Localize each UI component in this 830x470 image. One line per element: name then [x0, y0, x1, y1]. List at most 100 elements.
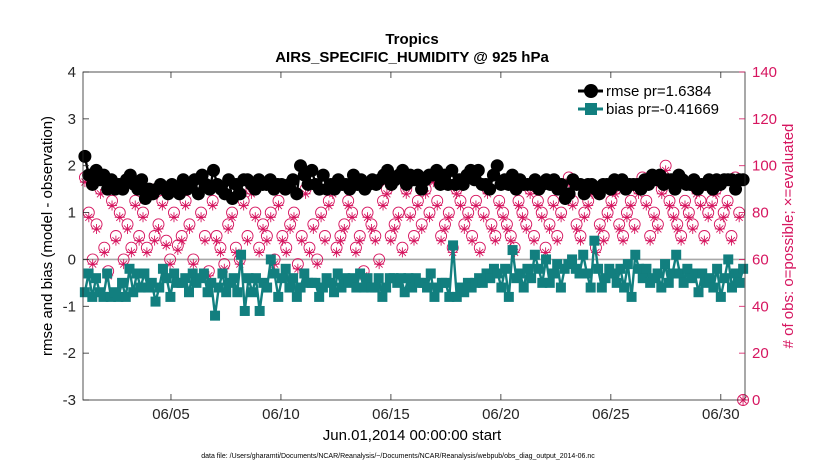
bias-point: [317, 282, 328, 293]
bias-point: [236, 249, 247, 260]
evaluated-obs-point: [316, 212, 327, 223]
bias-point: [243, 273, 254, 284]
evaluated-obs-point: [718, 212, 729, 223]
legend-rmse-label: rmse pr=1.6384: [606, 83, 711, 100]
evaluated-obs-point: [157, 200, 168, 211]
y-axis-left-label: rmse and bias (model - observation): [39, 116, 56, 356]
bias-point: [712, 263, 723, 274]
evaluated-obs-point: [583, 200, 594, 211]
bias-point: [265, 254, 276, 265]
bias-point: [503, 291, 514, 302]
evaluated-obs-point: [409, 235, 419, 246]
evaluated-obs-point: [122, 223, 133, 234]
bias-point: [544, 277, 555, 288]
evaluated-obs-point: [459, 223, 470, 234]
y-right-tick-label: 20: [752, 345, 769, 362]
bias-point: [407, 282, 418, 293]
bias-point: [128, 287, 139, 298]
x-axis-label: Jun.01,2014 00:00:00 start: [323, 427, 502, 444]
rmse-point: [286, 173, 300, 187]
bias-point: [492, 268, 503, 279]
evaluated-obs-point: [610, 188, 621, 199]
bias-point: [221, 287, 232, 298]
bias-point: [325, 277, 336, 288]
evaluated-obs-point: [110, 235, 121, 246]
evaluated-obs-point: [319, 235, 330, 246]
evaluated-obs-point: [230, 247, 241, 258]
evaluated-obs-point: [436, 235, 447, 246]
bias-point: [678, 277, 689, 288]
bias-point: [377, 291, 388, 302]
bias-point: [641, 263, 652, 274]
obs-count-series: [78, 159, 750, 406]
evaluated-obs-point: [687, 223, 698, 234]
bias-point: [262, 282, 273, 293]
bias-point: [217, 268, 228, 279]
evaluated-obs-point: [490, 235, 501, 246]
bias-point: [674, 268, 685, 279]
bias-point: [611, 277, 622, 288]
rmse-point: [191, 187, 205, 201]
evaluated-obs-point: [385, 235, 396, 246]
chart-subtitle: AIRS_SPECIFIC_HUMIDITY @ 925 hPa: [275, 49, 549, 66]
evaluated-obs-point: [250, 212, 261, 223]
evaluated-obs-point: [602, 212, 613, 223]
bias-point: [607, 268, 618, 279]
evaluated-obs-point: [734, 212, 745, 223]
evaluated-obs-point: [606, 200, 617, 211]
evaluated-obs-point: [285, 223, 296, 234]
y-axis-right-ticks: 0 20 40 60 80 100 120 140: [739, 64, 777, 409]
bias-point: [630, 249, 641, 260]
bias-point: [124, 263, 135, 274]
bias-point: [738, 263, 749, 274]
bias-point: [600, 273, 611, 284]
bias-point: [198, 268, 209, 279]
rmse-point: [483, 182, 497, 196]
bias-point: [280, 263, 291, 274]
y-left-tick-label: 3: [68, 111, 76, 128]
bias-point: [567, 254, 578, 265]
y-right-tick-label: 0: [752, 392, 760, 409]
evaluated-obs-point: [649, 212, 660, 223]
bias-point: [697, 268, 708, 279]
rmse-series: [78, 149, 750, 206]
bias-point: [362, 273, 373, 284]
evaluated-obs-point: [703, 212, 714, 223]
evaluated-obs-point: [180, 200, 191, 211]
x-tick-label: 06/25: [592, 406, 630, 423]
evaluated-obs-point: [161, 240, 172, 251]
y-left-tick-label: 4: [68, 64, 76, 81]
rmse-point: [562, 187, 576, 201]
evaluated-obs-point: [397, 247, 408, 258]
bias-point: [157, 263, 168, 274]
evaluated-obs-point: [199, 235, 210, 246]
evaluated-obs-point: [141, 247, 152, 258]
bias-point: [663, 277, 674, 288]
bias-point: [165, 291, 176, 302]
evaluated-obs-point: [598, 235, 609, 246]
bias-point: [310, 277, 321, 288]
evaluated-obs-point: [722, 200, 733, 211]
evaluated-obs-point: [714, 223, 725, 234]
rmse-point: [471, 163, 485, 177]
bias-point: [117, 277, 128, 288]
bias-point: [187, 268, 198, 279]
bias-point: [440, 277, 451, 288]
rmse-point: [135, 173, 149, 187]
evaluated-obs-point: [242, 235, 253, 246]
bias-point: [288, 273, 299, 284]
evaluated-obs-point: [494, 200, 505, 211]
evaluated-obs-point: [556, 212, 567, 223]
y-right-tick-label: 80: [752, 205, 769, 222]
bias-point: [660, 259, 671, 270]
rmse-point: [555, 177, 569, 191]
evaluated-obs-point: [641, 200, 652, 211]
bias-point: [533, 263, 544, 274]
bias-point: [537, 277, 548, 288]
evaluated-obs-point: [114, 212, 125, 223]
y-left-tick-label: -1: [63, 298, 76, 315]
bias-point: [336, 282, 347, 293]
bias-point: [332, 268, 343, 279]
evaluated-obs-point: [498, 212, 509, 223]
